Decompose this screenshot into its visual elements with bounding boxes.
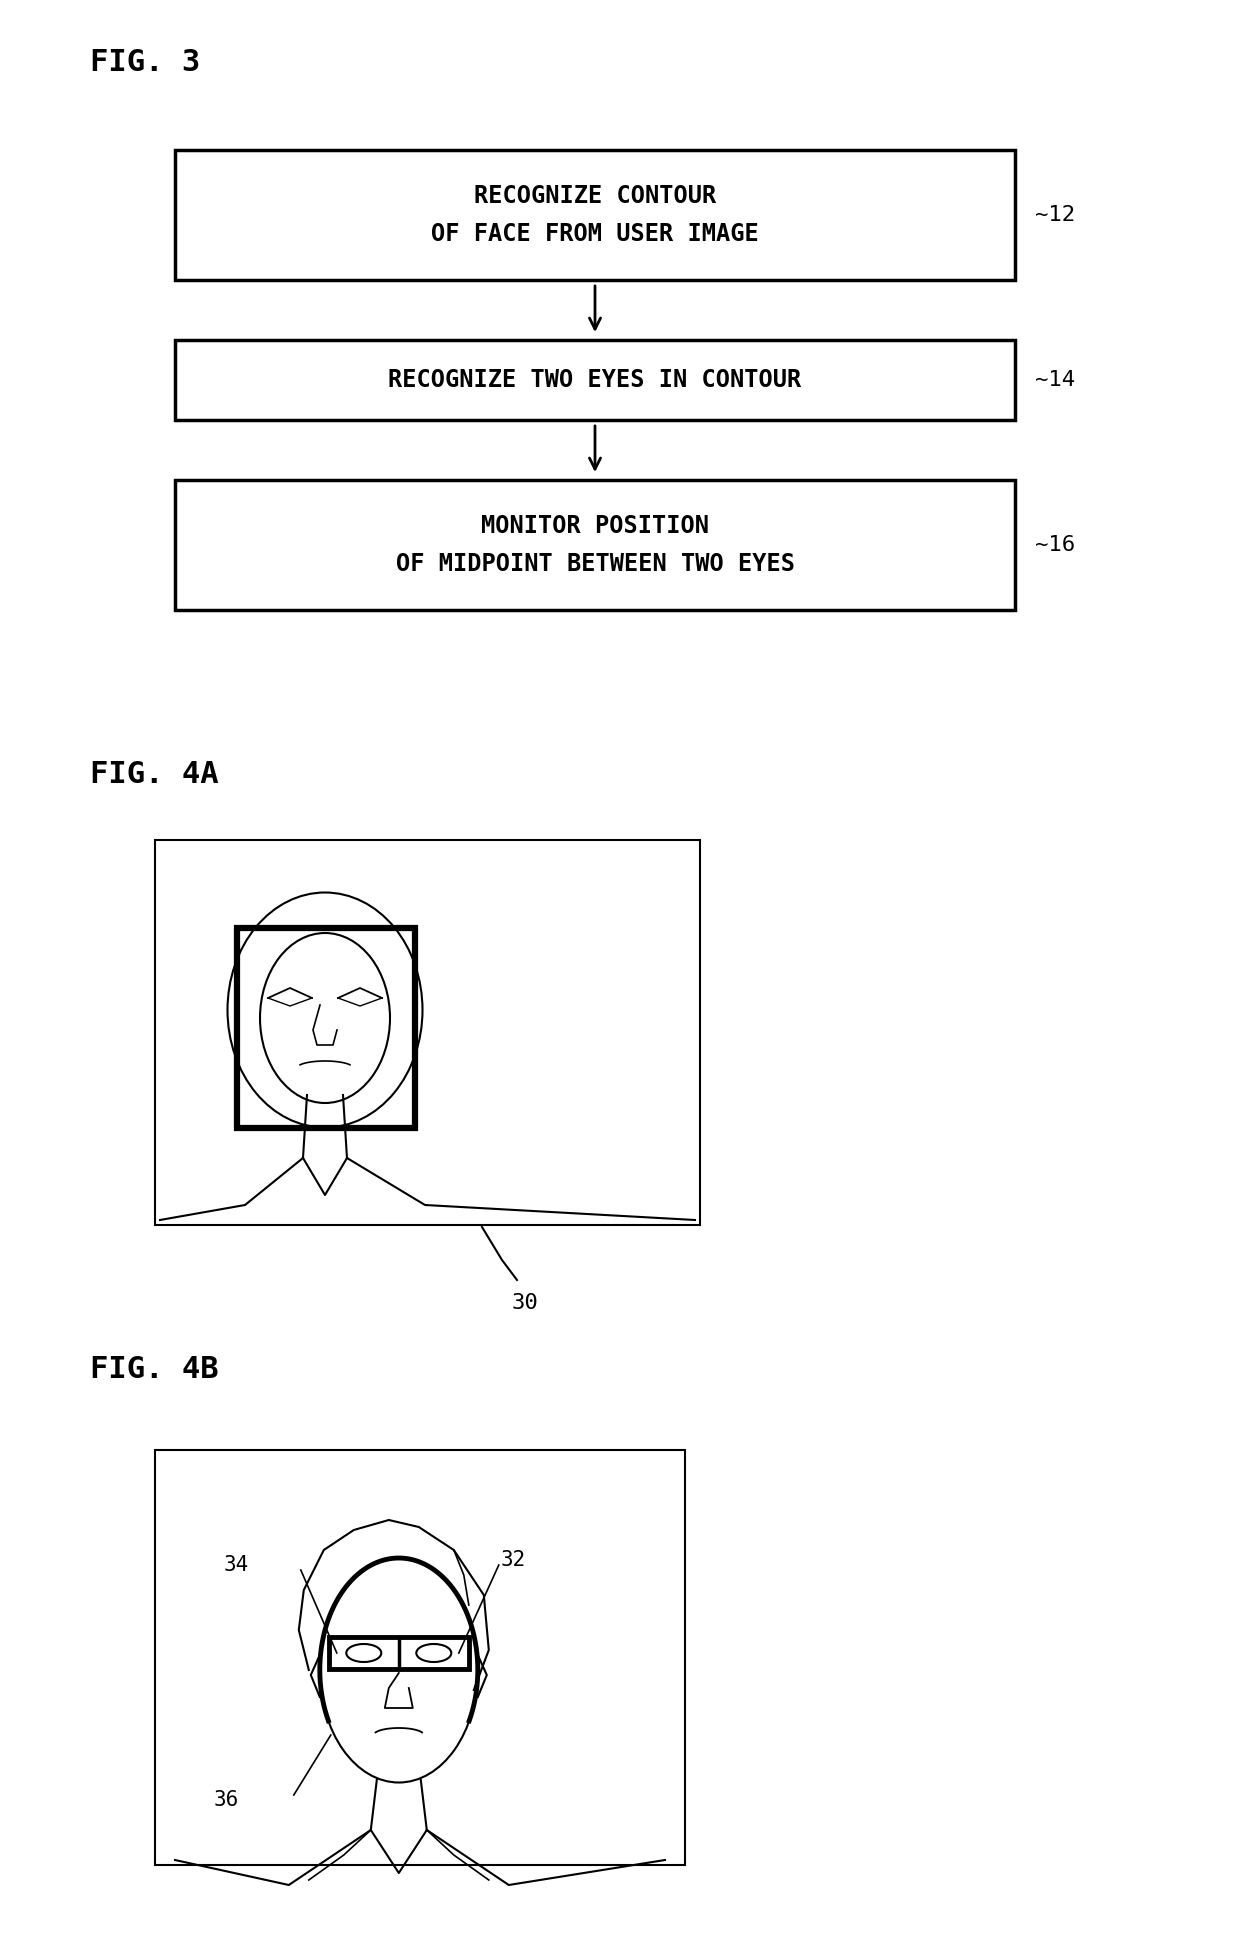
Bar bbox=[329, 1638, 469, 1669]
Text: FIG. 3: FIG. 3 bbox=[91, 49, 200, 78]
Ellipse shape bbox=[320, 1558, 477, 1782]
Ellipse shape bbox=[260, 933, 391, 1104]
Text: MONITOR POSITION
OF MIDPOINT BETWEEN TWO EYES: MONITOR POSITION OF MIDPOINT BETWEEN TWO… bbox=[396, 515, 795, 575]
Text: 30: 30 bbox=[512, 1292, 538, 1313]
Text: FIG. 4B: FIG. 4B bbox=[91, 1354, 218, 1383]
Text: ~14: ~14 bbox=[1035, 369, 1075, 391]
Bar bbox=[155, 1449, 684, 1865]
Text: 34: 34 bbox=[223, 1554, 249, 1576]
Text: RECOGNIZE CONTOUR
OF FACE FROM USER IMAGE: RECOGNIZE CONTOUR OF FACE FROM USER IMAG… bbox=[432, 185, 759, 245]
Bar bbox=[175, 340, 1016, 420]
Ellipse shape bbox=[417, 1644, 451, 1661]
Text: 32: 32 bbox=[501, 1551, 526, 1570]
Ellipse shape bbox=[227, 892, 423, 1127]
Text: 36: 36 bbox=[213, 1790, 239, 1811]
Text: ~16: ~16 bbox=[1035, 534, 1075, 556]
Bar bbox=[175, 480, 1016, 610]
Bar bbox=[175, 150, 1016, 280]
Bar bbox=[237, 929, 415, 1129]
Text: ~12: ~12 bbox=[1035, 206, 1075, 225]
Bar bbox=[155, 839, 701, 1224]
Text: RECOGNIZE TWO EYES IN CONTOUR: RECOGNIZE TWO EYES IN CONTOUR bbox=[388, 367, 801, 392]
Ellipse shape bbox=[346, 1644, 382, 1661]
Text: FIG. 4A: FIG. 4A bbox=[91, 760, 218, 789]
